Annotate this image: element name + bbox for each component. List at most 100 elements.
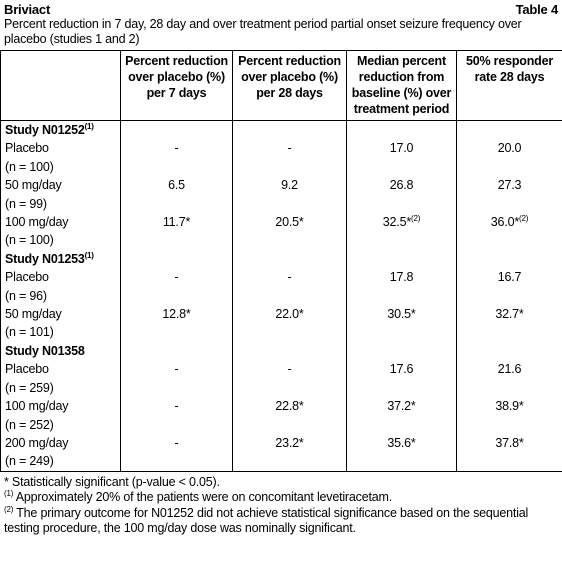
value: 35.6* bbox=[387, 435, 416, 450]
header-cell bbox=[0, 50, 121, 121]
value-cell: 32.5*(2) bbox=[346, 213, 457, 250]
footnote: * Statistically significant (p-value < 0… bbox=[4, 475, 558, 491]
value-cell: - bbox=[120, 397, 233, 434]
value: 30.5* bbox=[387, 307, 416, 322]
value-cell: 26.8 bbox=[346, 176, 457, 214]
n-label: (n = 101) bbox=[5, 325, 54, 340]
value-cell: 37.2* bbox=[346, 397, 457, 434]
value-cell: 16.7 bbox=[456, 268, 562, 306]
study-row: Study N01358 bbox=[0, 341, 562, 361]
empty-cell bbox=[120, 120, 233, 140]
dose-label: 100 mg/day bbox=[5, 399, 69, 414]
value: 20.5* bbox=[275, 215, 304, 230]
value: 17.6 bbox=[389, 362, 414, 377]
header: Briviact Table 4 bbox=[0, 0, 562, 17]
value: - bbox=[174, 270, 179, 285]
dose-label: Placebo bbox=[5, 362, 49, 377]
value-cell: - bbox=[232, 268, 347, 306]
value: 32.5* bbox=[382, 215, 411, 230]
study-name: Study N01358 bbox=[5, 343, 85, 358]
value: 22.0* bbox=[275, 307, 304, 322]
value-cell: 22.0* bbox=[232, 305, 347, 342]
value: 36.0* bbox=[490, 215, 519, 230]
row-label: Placebo (n = 96) bbox=[0, 268, 121, 306]
footnote-ref: (2) bbox=[411, 214, 421, 224]
data-row: 100 mg/day (n = 100) 11.7* 20.5* 32.5*(2) 36.… bbox=[0, 213, 562, 250]
study-footnote-ref: (1) bbox=[84, 122, 94, 131]
empty-cell bbox=[120, 249, 233, 269]
table-body: Study N01252(1) Placebo (n = 100) - -17.0 20.… bbox=[0, 120, 562, 472]
table-number: Table 4 bbox=[515, 2, 559, 17]
n-label: (n = 249) bbox=[5, 454, 54, 469]
data-row: 50 mg/day (n = 99) 6.5 9.2 26.8 27.3 bbox=[0, 176, 562, 214]
header-row: Percent reduction over placebo (%) per 7… bbox=[0, 50, 562, 121]
dose-label: 100 mg/day bbox=[5, 215, 69, 230]
data-row: Placebo (n = 259) - - 17.6 21.6 bbox=[0, 360, 562, 398]
value-cell: 23.2* bbox=[232, 433, 347, 472]
value: 37.2* bbox=[387, 399, 416, 414]
value-cell: 20.5* bbox=[232, 213, 347, 250]
dose-label: Placebo bbox=[5, 141, 49, 156]
value-cell: - bbox=[120, 139, 233, 177]
value-cell: 27.3 bbox=[456, 176, 562, 214]
study-row: Study N01253(1) bbox=[0, 249, 562, 269]
empty-cell bbox=[346, 341, 457, 361]
empty-cell bbox=[346, 120, 457, 140]
value-cell: 17.0 bbox=[346, 139, 457, 177]
value: 11.7* bbox=[162, 215, 191, 230]
value-cell: 22.8* bbox=[232, 397, 347, 434]
footnotes: * Statistically significant (p-value < 0… bbox=[0, 472, 562, 537]
row-label: 200 mg/day (n = 249) bbox=[0, 433, 121, 472]
value-cell: - bbox=[120, 433, 233, 472]
empty-cell bbox=[346, 249, 457, 269]
dose-label: 50 mg/day bbox=[5, 178, 62, 193]
footnote: (1) Approximately 20% of the patients we… bbox=[4, 490, 558, 506]
value-cell: - bbox=[232, 360, 347, 398]
data-row: 50 mg/day (n = 101) 12.8* 22.0* 30.5* 32.7* bbox=[0, 305, 562, 342]
value: 21.6 bbox=[497, 362, 522, 377]
value-cell: 20.0 bbox=[456, 139, 562, 177]
column-header: 50% responder rate 28 days bbox=[456, 50, 562, 121]
value: 38.9* bbox=[495, 399, 524, 414]
dose-label: Placebo bbox=[5, 270, 49, 285]
n-label: (n = 252) bbox=[5, 417, 54, 432]
empty-cell bbox=[232, 249, 347, 269]
value: - bbox=[174, 435, 179, 450]
footnote-marker: (1) bbox=[4, 489, 14, 499]
value: - bbox=[174, 141, 179, 156]
value-cell: 17.6 bbox=[346, 360, 457, 398]
caption: Percent reduction in 7 day, 28 day and o… bbox=[4, 17, 522, 46]
value: 16.7 bbox=[497, 270, 522, 285]
value-cell: 9.2 bbox=[232, 176, 347, 214]
study-row: Study N01252(1) bbox=[0, 120, 562, 140]
dose-label: 200 mg/day bbox=[5, 435, 69, 450]
n-label: (n = 99) bbox=[5, 196, 47, 211]
study-name: Study N01253 bbox=[5, 251, 85, 266]
value: 23.2* bbox=[275, 435, 304, 450]
value-cell: - bbox=[232, 139, 347, 177]
column-header: Percent reduction over placebo (%) per 7… bbox=[120, 50, 233, 121]
data-row: Placebo (n = 96) - - 17.8 16.7 bbox=[0, 268, 562, 306]
value: - bbox=[287, 141, 292, 156]
value: 6.5 bbox=[168, 178, 185, 193]
value-cell: 6.5 bbox=[120, 176, 233, 214]
table: Percent reduction over placebo (%) per 7… bbox=[0, 50, 562, 472]
footnote-text: * Statistically significant (p-value < 0… bbox=[4, 474, 220, 489]
n-label: (n = 259) bbox=[5, 380, 54, 395]
value-cell: 38.9* bbox=[456, 397, 562, 434]
title: Briviact bbox=[4, 2, 51, 17]
dose-label: 50 mg/day bbox=[5, 307, 62, 322]
value: 9.2 bbox=[281, 178, 298, 193]
value: - bbox=[287, 270, 292, 285]
value: - bbox=[174, 362, 179, 377]
empty-cell bbox=[456, 341, 562, 361]
value: 27.3 bbox=[497, 178, 522, 193]
value-cell: 17.8 bbox=[346, 268, 457, 306]
value-cell: - bbox=[120, 360, 233, 398]
row-label: Placebo (n = 259) bbox=[0, 360, 121, 398]
value: - bbox=[287, 362, 292, 377]
value: - bbox=[174, 399, 179, 414]
value-cell: 11.7* bbox=[120, 213, 233, 250]
footnote: (2) The primary outcome for N01252 did n… bbox=[4, 505, 558, 537]
